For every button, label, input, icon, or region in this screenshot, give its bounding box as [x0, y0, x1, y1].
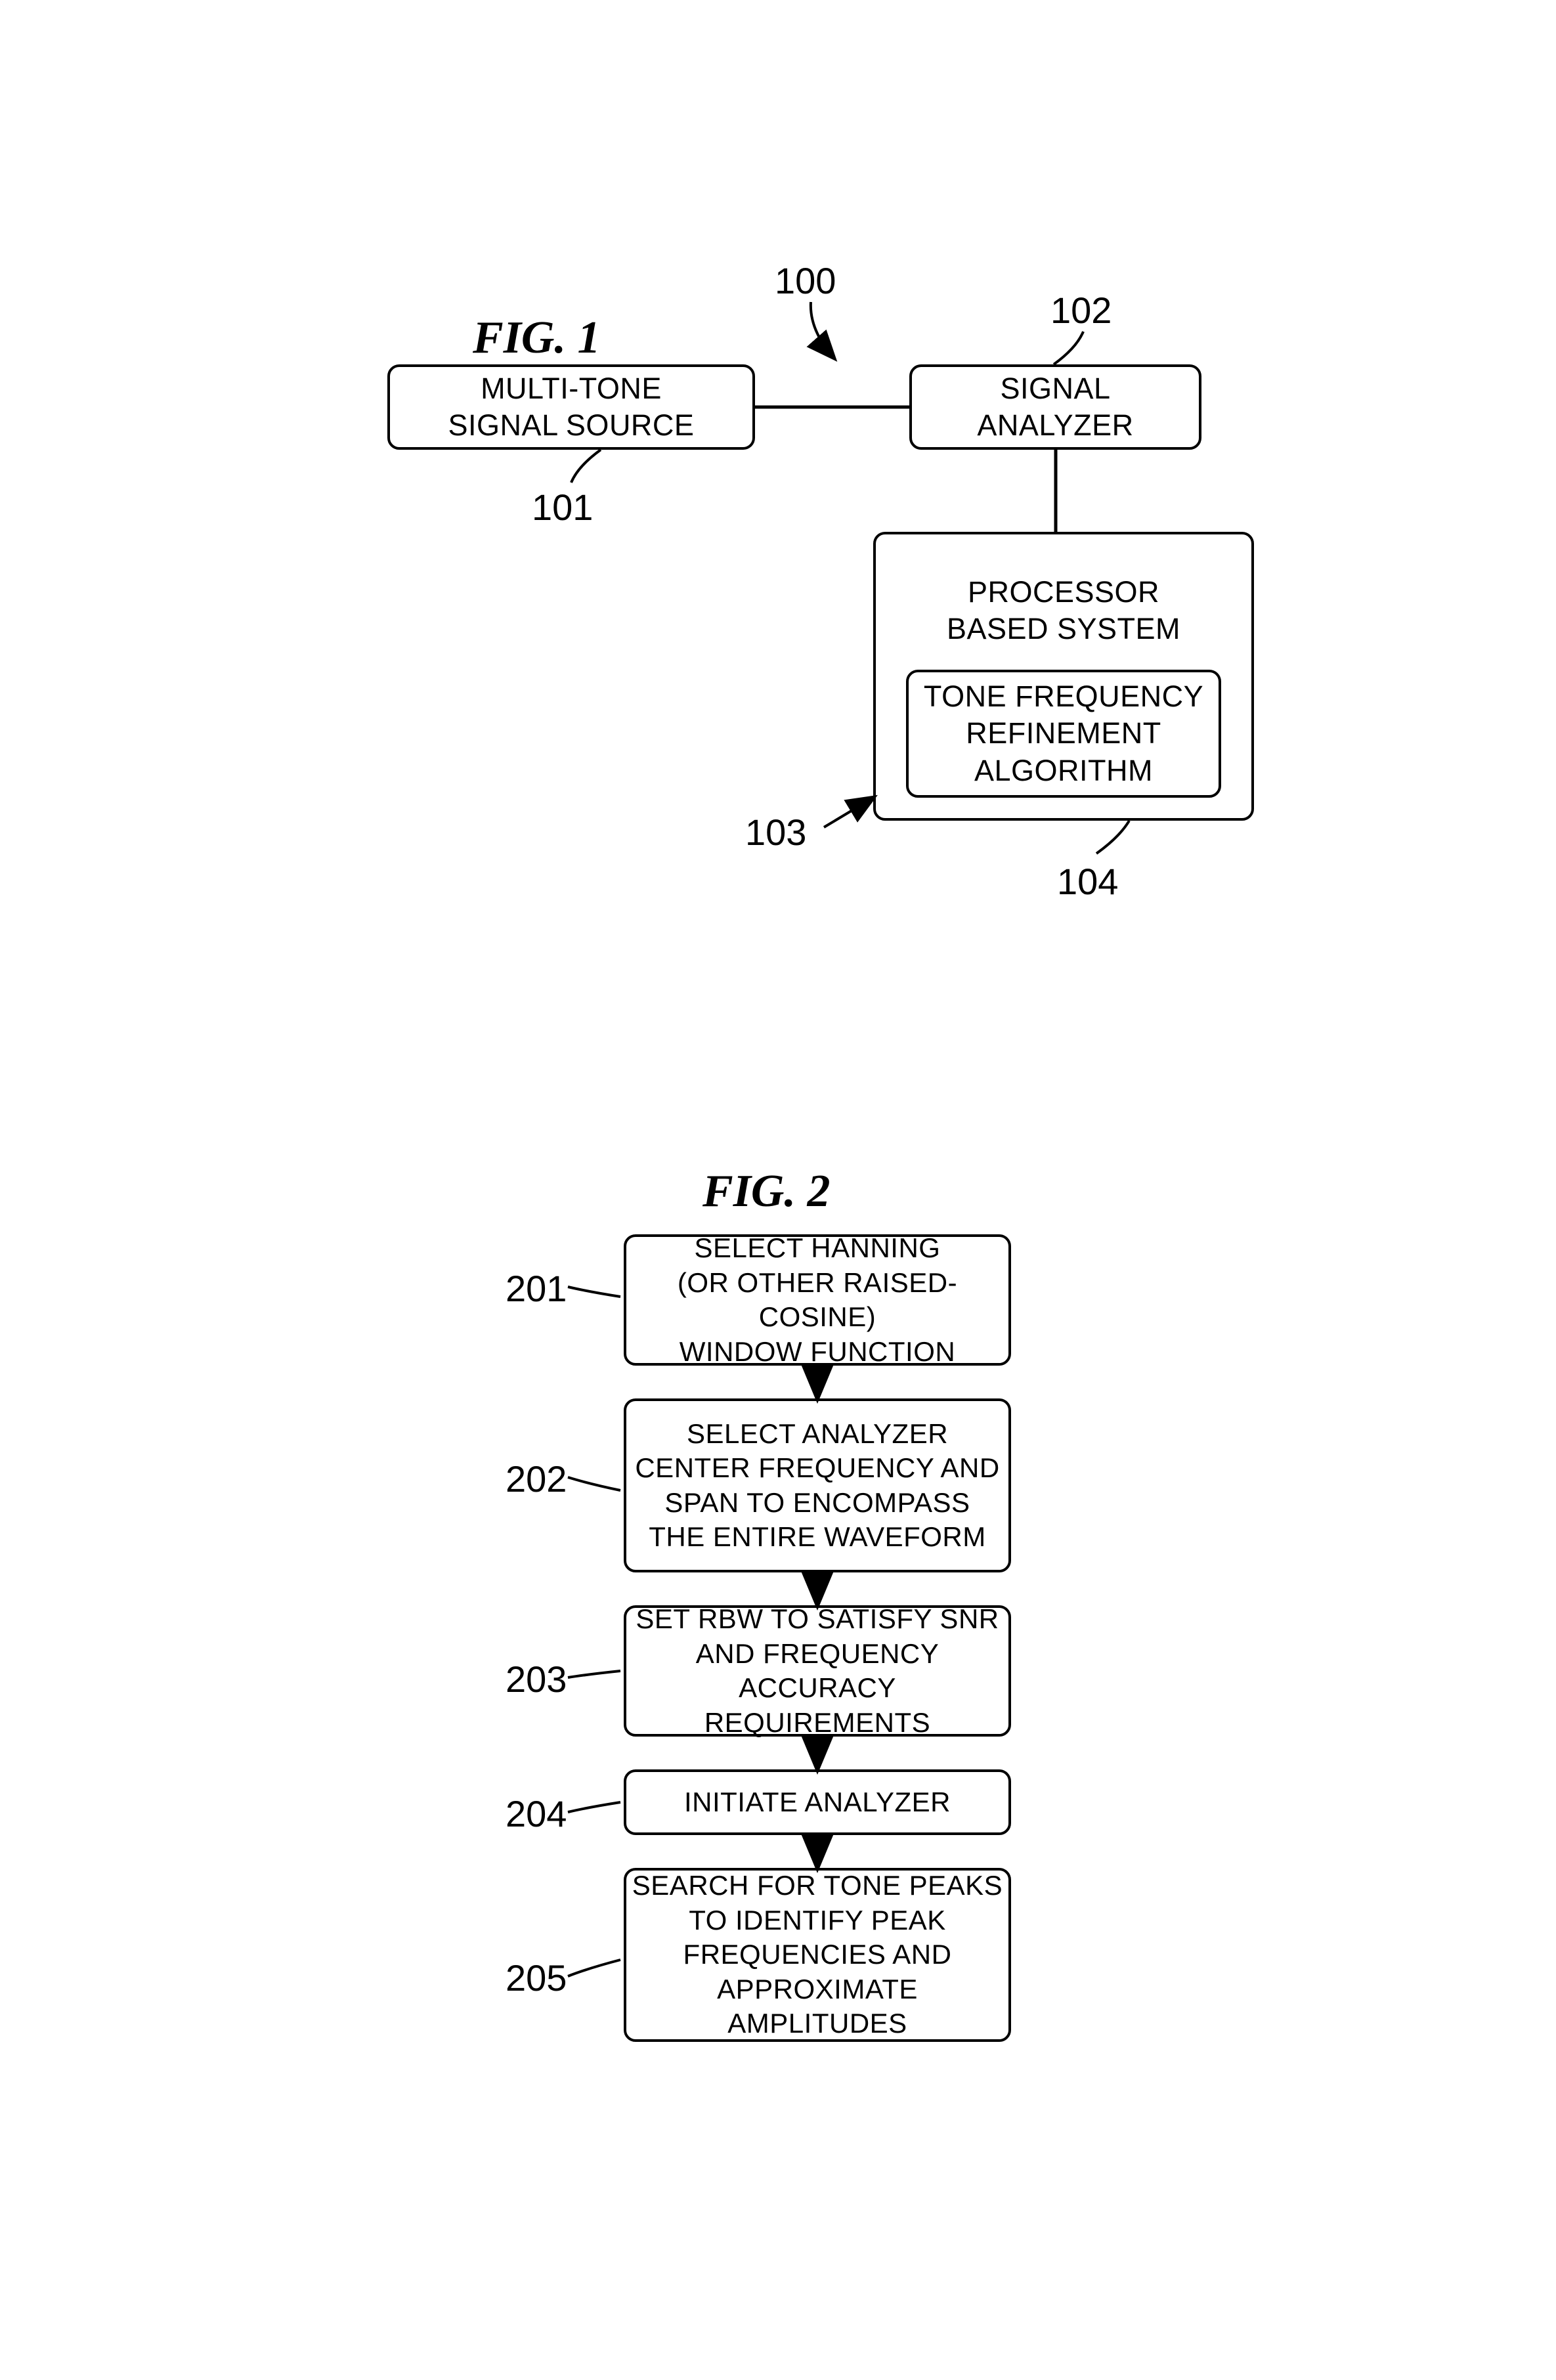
fig1-box-processor-text: PROCESSORBASED SYSTEM	[947, 574, 1180, 648]
fig2-step-203-text: SET RBW TO SATISFY SNRAND FREQUENCYACCUR…	[626, 1602, 1008, 1740]
fig1-box-algorithm: TONE FREQUENCYREFINEMENTALGORITHM	[906, 670, 1221, 798]
fig1-box-analyzer: SIGNALANALYZER	[909, 364, 1201, 450]
fig1-box-algorithm-text: TONE FREQUENCYREFINEMENTALGORITHM	[924, 678, 1203, 789]
fig2-step-201-text: SELECT HANNING(OR OTHER RAISED-COSINE)WI…	[626, 1231, 1008, 1369]
fig2-ref-205: 205	[506, 1957, 567, 1999]
fig1-box-analyzer-text: SIGNALANALYZER	[977, 370, 1133, 444]
fig2-step-204: INITIATE ANALYZER	[624, 1769, 1011, 1835]
fig1-ref-103: 103	[745, 811, 806, 854]
fig2-step-203: SET RBW TO SATISFY SNRAND FREQUENCYACCUR…	[624, 1605, 1011, 1737]
fig2-step-205: SEARCH FOR TONE PEAKSTO IDENTIFY PEAKFRE…	[624, 1868, 1011, 2042]
fig2-ref-201: 201	[506, 1267, 567, 1310]
fig1-ref-101: 101	[532, 486, 593, 529]
fig1-ref-102: 102	[1050, 289, 1112, 332]
fig1-box-source: MULTI-TONESIGNAL SOURCE	[387, 364, 755, 450]
fig2-ref-204: 204	[506, 1792, 567, 1835]
fig1-title: FIG. 1	[473, 312, 600, 364]
fig2-step-204-text: INITIATE ANALYZER	[684, 1785, 951, 1820]
fig2-ref-203: 203	[506, 1658, 567, 1700]
fig1-box-source-text: MULTI-TONESIGNAL SOURCE	[448, 370, 695, 444]
fig2-step-202: SELECT ANALYZERCENTER FREQUENCY ANDSPAN …	[624, 1398, 1011, 1572]
fig2-step-205-text: SEARCH FOR TONE PEAKSTO IDENTIFY PEAKFRE…	[626, 1869, 1008, 2041]
fig2-ref-202: 202	[506, 1458, 567, 1500]
fig2-step-201: SELECT HANNING(OR OTHER RAISED-COSINE)WI…	[624, 1234, 1011, 1366]
fig2-step-202-text: SELECT ANALYZERCENTER FREQUENCY ANDSPAN …	[635, 1417, 999, 1555]
fig1-ref-100: 100	[775, 259, 836, 302]
fig1-ref-104: 104	[1057, 860, 1118, 903]
fig2-title: FIG. 2	[702, 1165, 830, 1218]
